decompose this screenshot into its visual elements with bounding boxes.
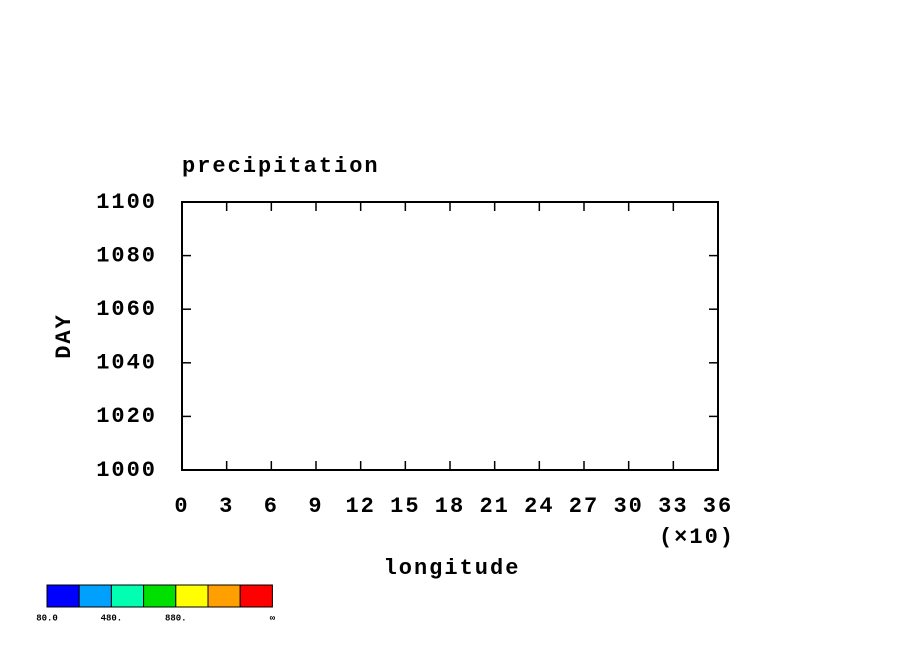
colorbar-swatch [239,584,273,608]
chart-title: precipitation [182,154,380,179]
x-axis-label: longitude [384,556,521,581]
colorbar-label: 880. [165,613,187,623]
x-axis-multiplier: (×10) [659,525,735,550]
x-tick-label: 30 [613,494,643,519]
colorbar-label: 480. [101,613,123,623]
x-tick-label: 24 [524,494,554,519]
colorbar-swatch [143,584,177,608]
colorbar-label: 80.0 [36,613,58,623]
x-tick-label: 21 [479,494,509,519]
y-tick-label: 1100 [96,190,157,215]
y-tick-label: 1000 [96,458,157,483]
x-tick-label: 36 [703,494,733,519]
x-tick-label: 27 [569,494,599,519]
colorbar-swatch [207,584,241,608]
x-tick-label: 18 [435,494,465,519]
y-tick-label: 1060 [96,297,157,322]
y-tick-label: 1040 [96,351,157,376]
y-tick-label: 1020 [96,404,157,429]
colorbar-swatch [175,584,209,608]
x-tick-label: 0 [174,494,189,519]
colorbar-swatch [46,584,80,608]
colorbar-swatch [78,584,112,608]
x-tick-label: 3 [219,494,234,519]
colorbar-label: ∞ [270,613,276,623]
x-tick-label: 9 [308,494,323,519]
plot-frame [181,201,719,471]
y-axis-label: DAY [52,313,77,359]
x-tick-label: 6 [264,494,279,519]
x-tick-label: 12 [345,494,375,519]
y-tick-label: 1080 [96,243,157,268]
colorbar-swatch [110,584,145,608]
x-tick-label: 33 [658,494,688,519]
x-tick-label: 15 [390,494,420,519]
